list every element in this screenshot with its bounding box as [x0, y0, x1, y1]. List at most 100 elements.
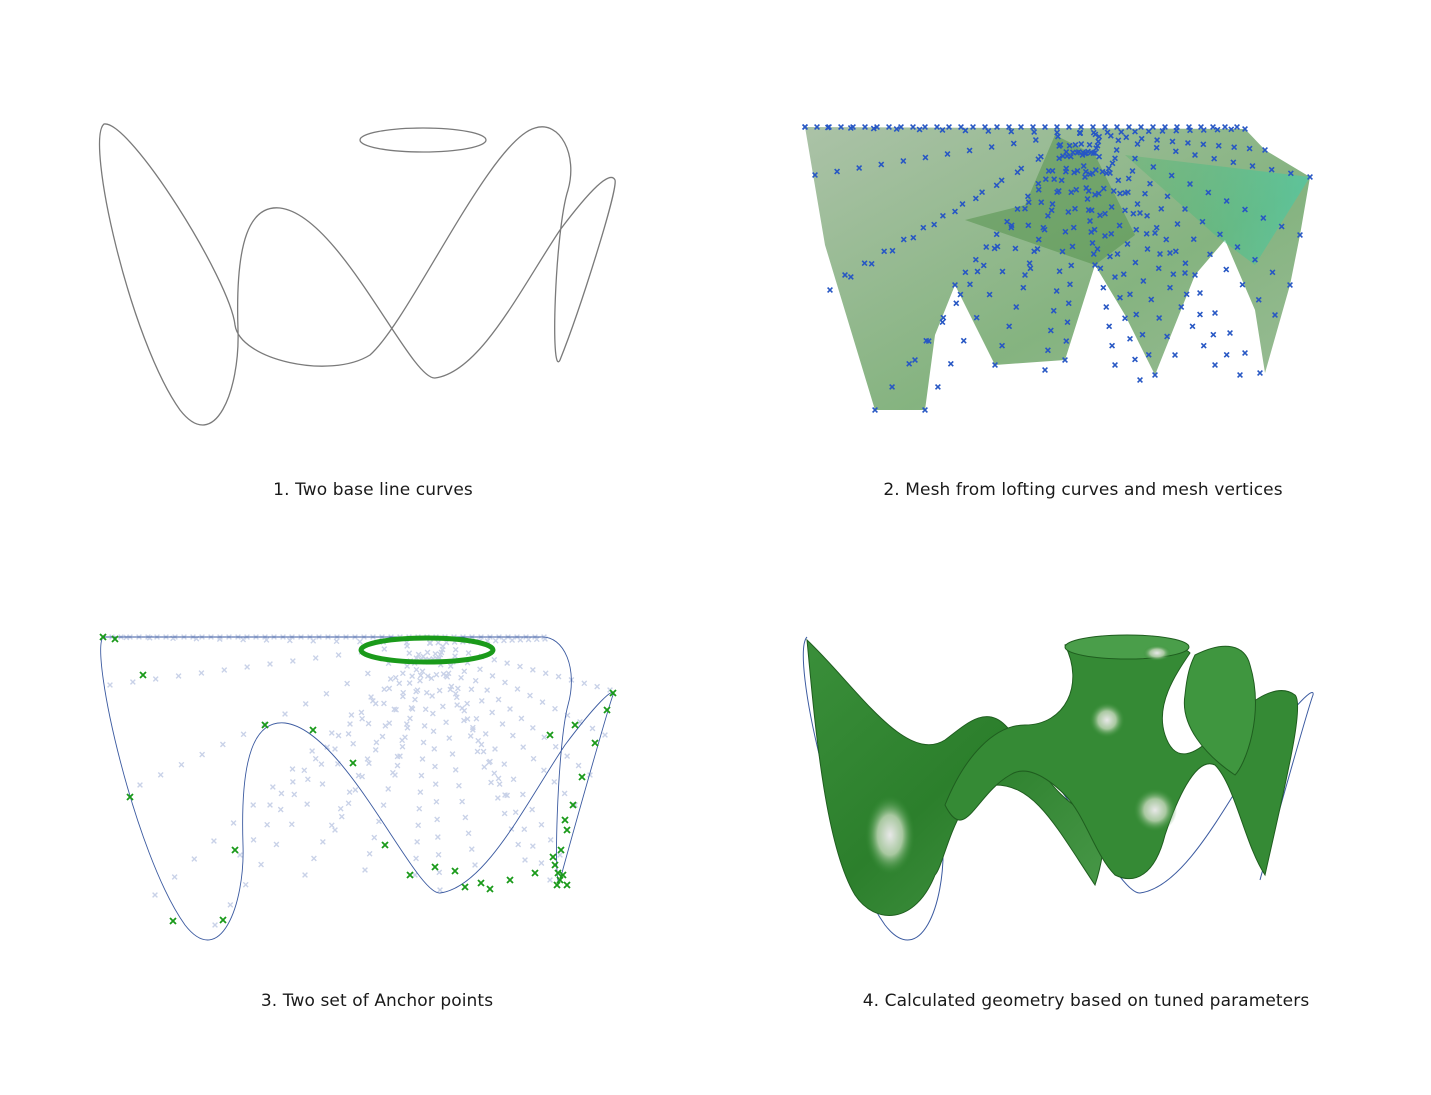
vertex-marker [1163, 236, 1170, 243]
faded-vertex-marker [456, 782, 462, 789]
vertex-marker [1115, 137, 1122, 144]
faded-vertex-marker [452, 646, 459, 653]
faded-vertex-marker [212, 922, 218, 928]
vertex-marker [1148, 296, 1155, 303]
vertex-marker [1197, 311, 1203, 318]
faded-vertex-marker [432, 650, 439, 657]
vertex-marker [1116, 222, 1123, 229]
anchor-marker [563, 826, 571, 834]
vertex-marker [1182, 260, 1189, 267]
vertex-marker [1144, 246, 1151, 252]
faded-vertex-marker [335, 732, 342, 739]
vertex-marker [1199, 218, 1206, 225]
panel-anchor-points [95, 625, 625, 945]
vertex-marker [1117, 294, 1123, 301]
panel-mesh [795, 115, 1325, 425]
vertex-marker [1118, 129, 1125, 135]
faded-vertex-marker [267, 802, 273, 808]
faded-vertex-marker [491, 656, 498, 663]
vertex-marker [1249, 163, 1256, 169]
vertex-marker [1006, 323, 1013, 330]
vertex-marker [1227, 330, 1233, 336]
faded-vertex-marker [447, 686, 454, 693]
vertex-marker [1090, 129, 1097, 136]
vertex-marker [1124, 241, 1131, 247]
faded-vertex-marker [387, 676, 394, 682]
faded-vertex-marker [359, 715, 366, 722]
vertex-marker [939, 127, 946, 133]
faded-vertex-marker [348, 712, 355, 718]
anchor-marker [451, 867, 459, 875]
faded-vertex-marker [409, 706, 416, 712]
faded-vertex-marker [469, 724, 476, 731]
vertex-marker [889, 247, 896, 254]
faded-vertex-marker [359, 773, 366, 780]
vertex-marker [1107, 170, 1113, 176]
vertex-marker [1108, 204, 1115, 210]
vertex-marker [1090, 124, 1096, 130]
vertex-marker [889, 383, 896, 390]
vertex-marker [1262, 147, 1268, 153]
faded-vertex-marker [413, 855, 419, 862]
faded-vertex-marker [492, 746, 498, 752]
vertex-marker [1078, 124, 1084, 130]
vertex-marker [1157, 251, 1163, 257]
vertex-marker [1054, 124, 1060, 130]
faded-vertex-marker [286, 637, 293, 644]
anchor-marker [99, 633, 107, 641]
vertex-marker [1133, 311, 1140, 318]
faded-vertex-marker [418, 772, 425, 779]
vertex-marker [979, 189, 986, 196]
vertex-marker [1102, 210, 1108, 217]
vertex-marker [999, 268, 1006, 275]
faded-vertex-marker [472, 862, 478, 868]
vertex-marker [1048, 207, 1055, 214]
faded-vertex-marker [458, 674, 464, 681]
vertex-marker [1078, 141, 1085, 147]
faded-vertex-marker [346, 789, 353, 796]
faded-vertex-marker [474, 748, 481, 755]
vertex-marker [1113, 147, 1120, 153]
vertex-marker [850, 124, 856, 130]
vertex-marker [874, 124, 880, 130]
funnel-rim [1064, 634, 1190, 660]
faded-vertex-marker [399, 743, 406, 750]
anchor-marker [261, 721, 269, 729]
faded-vertex-marker [230, 820, 237, 826]
vertex-marker [1200, 342, 1207, 349]
faded-vertex-marker [552, 705, 558, 712]
vertex-marker [1231, 144, 1238, 151]
faded-vertex-marker [289, 658, 296, 664]
vertex-marker [1067, 281, 1073, 288]
faded-vertex-marker [412, 696, 418, 703]
faded-vertex-marker [517, 663, 523, 670]
faded-vertex-marker [319, 781, 326, 787]
vertex-marker [1056, 268, 1063, 275]
vertex-marker [1114, 124, 1120, 130]
faded-vertex-marker [273, 841, 280, 848]
faded-vertex-marker [507, 706, 513, 712]
vertex-marker [1114, 251, 1121, 257]
faded-vertex-marker [396, 680, 403, 687]
anchor-marker [549, 853, 557, 861]
vertex-marker [962, 269, 969, 276]
vertex-marker [1143, 230, 1150, 237]
vertex-marker [1115, 177, 1122, 184]
faded-vertex-marker [309, 748, 316, 754]
vertex-marker [1164, 193, 1171, 200]
faded-vertex-marker [509, 732, 516, 739]
faded-vertex-marker [494, 795, 501, 801]
faded-vertex-marker [423, 689, 430, 696]
vertex-marker [1137, 377, 1143, 383]
vertex-marker [870, 125, 877, 132]
faded-vertex-marker [555, 673, 562, 680]
faded-vertex-marker [240, 731, 247, 738]
vertex-marker [1153, 224, 1160, 231]
vertex-marker [1230, 159, 1237, 166]
vertex-marker [982, 124, 988, 130]
faded-vertex-marker [602, 732, 608, 738]
vertex-marker [1120, 271, 1127, 278]
vertex-marker [802, 124, 808, 130]
vertex-marker [946, 124, 952, 130]
faded-vertex-marker [393, 706, 399, 713]
